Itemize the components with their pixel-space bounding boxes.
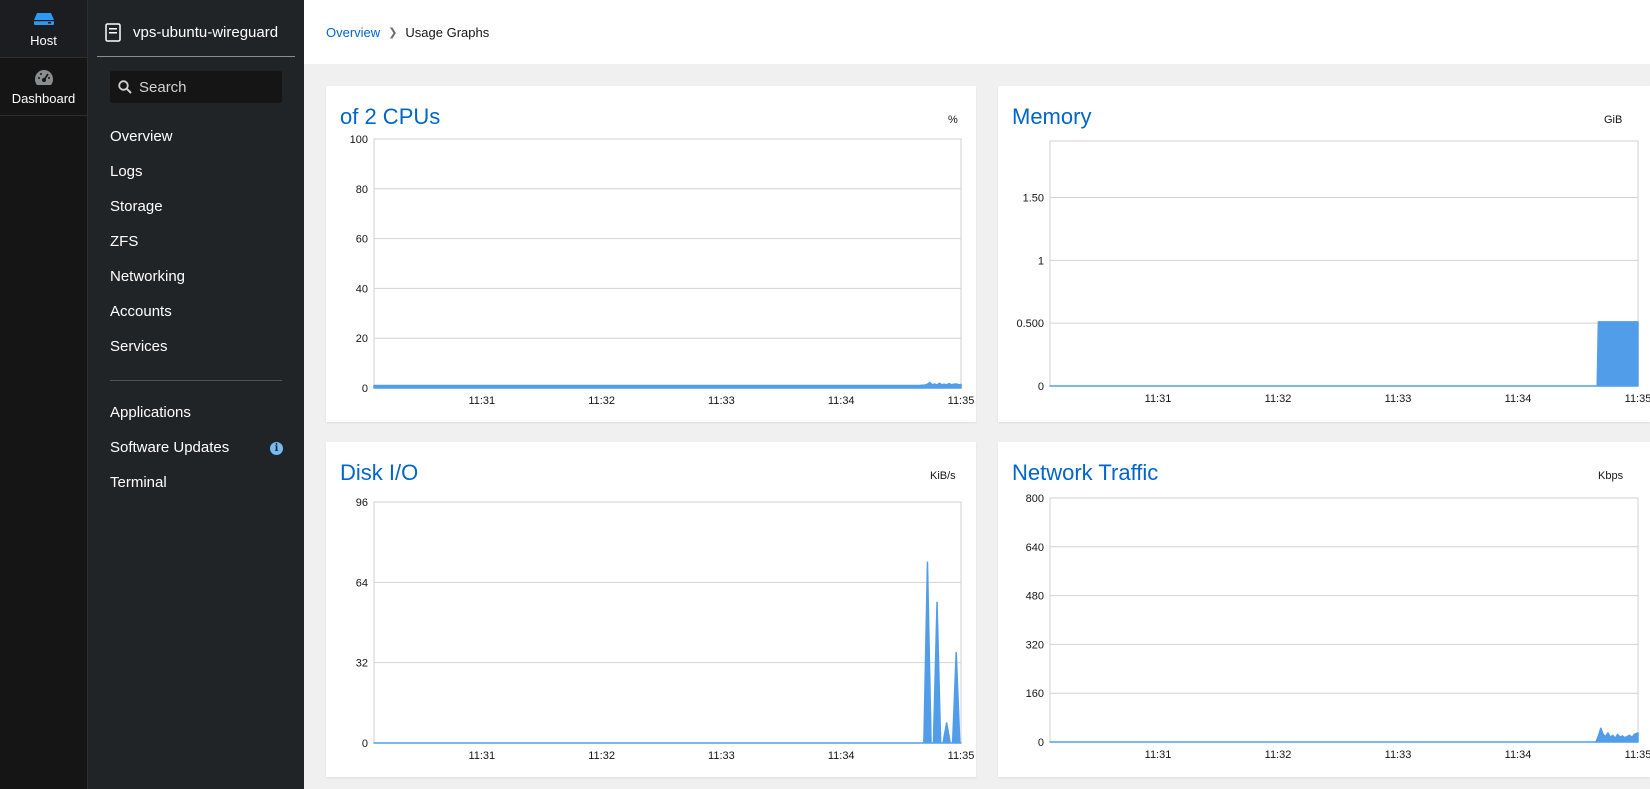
cpu-chart: 0 20 40 60 80 100 11:31 11:32 11:33 11:34 11:35	[350, 134, 975, 407]
x-tick-label: 11:31	[1145, 393, 1172, 405]
host-switcher[interactable]: vps-ubuntu-wireguard	[97, 8, 295, 57]
nav-item-networking[interactable]: Networking	[110, 268, 186, 285]
nav-item-software-updates[interactable]: Software Updates	[110, 439, 230, 456]
search-input[interactable]	[139, 78, 269, 96]
breadcrumb-overview-link[interactable]: Overview	[326, 24, 381, 40]
disk-io-card: Disk I/O KiB/s 0 32 64 96 11:31 11:32 11:33 11:…	[326, 442, 976, 777]
nav-divider	[110, 380, 282, 381]
memory-card: Memory GiB 0 0.500 1 1.50 11:31 11:32 11:33 11:…	[998, 86, 1650, 422]
nav-item-overview[interactable]: Overview	[110, 128, 173, 145]
y-tick-label: 1	[1038, 255, 1044, 267]
chevron-right-icon: ❯	[388, 26, 398, 39]
x-tick-label: 11:33	[1385, 393, 1412, 405]
x-tick-label: 11:31	[1145, 749, 1172, 761]
y-tick-label: 800	[1026, 493, 1044, 505]
cpu-unit: %	[948, 114, 958, 126]
server-icon	[33, 9, 55, 31]
network-traffic-chart: 0 160 320 480 640 800 11:31 11:32 11:33 11:34 11:3…	[1026, 493, 1650, 761]
main-content: Overview ❯ Usage Graphs of 2 CPUs % 0 20 4…	[304, 0, 1650, 789]
series-area	[1049, 321, 1639, 387]
document-icon	[105, 22, 125, 42]
nav-item-zfs[interactable]: ZFS	[110, 233, 139, 250]
network-traffic-unit: Kbps	[1598, 470, 1624, 482]
nav-item-logs[interactable]: Logs	[110, 163, 143, 180]
nav-item-accounts[interactable]: Accounts	[110, 303, 172, 320]
x-tick-label: 11:32	[588, 750, 615, 762]
y-tick-label: 40	[356, 283, 368, 295]
y-tick-label: 64	[356, 577, 368, 589]
x-tick-label: 11:31	[468, 395, 495, 407]
nav-sidebar: vps-ubuntu-wireguard Overview Logs Stora…	[88, 0, 304, 789]
x-tick-label: 11:33	[708, 395, 735, 407]
nav-item-services[interactable]: Services	[110, 338, 168, 355]
y-tick-label: 80	[356, 184, 368, 196]
x-tick-label: 11:31	[468, 750, 495, 762]
host-name: vps-ubuntu-wireguard	[133, 23, 279, 41]
x-tick-label: 11:32	[1265, 749, 1292, 761]
y-tick-label: 480	[1026, 591, 1044, 603]
rail-host[interactable]: Host	[0, 0, 87, 58]
series-area	[1049, 727, 1639, 743]
breadcrumb-current: Usage Graphs	[405, 24, 490, 40]
y-tick-label: 320	[1026, 639, 1044, 651]
x-tick-label: 11:33	[708, 750, 735, 762]
x-tick-label: 11:34	[828, 750, 855, 762]
y-tick-label: 0	[1038, 381, 1044, 393]
plot-frame	[1049, 140, 1639, 387]
plot-frame	[1049, 497, 1639, 743]
dashboard-icon	[34, 67, 54, 89]
x-tick-label: 11:35	[1625, 393, 1650, 405]
nav-item-applications[interactable]: Applications	[110, 404, 191, 421]
y-tick-label: 640	[1026, 542, 1044, 554]
memory-card-title: Memory	[1012, 104, 1092, 129]
x-tick-label: 11:35	[948, 750, 975, 762]
disk-io-chart: 0 32 64 96 11:31 11:32 11:33 11:34 11:35	[356, 497, 975, 762]
y-tick-label: 0	[362, 738, 368, 750]
network-traffic-card: Network Traffic Kbps 0 160 320 480 640 800 11:…	[998, 442, 1650, 777]
x-tick-label: 11:33	[1385, 749, 1412, 761]
y-tick-label: 1.50	[1023, 193, 1044, 205]
x-tick-label: 11:34	[1505, 393, 1532, 405]
nav-item-storage[interactable]: Storage	[110, 198, 163, 215]
breadcrumb: Overview ❯ Usage Graphs	[304, 0, 1650, 64]
plot-frame	[373, 138, 962, 389]
nav-item-terminal[interactable]: Terminal	[110, 474, 167, 491]
x-tick-label: 11:35	[1625, 749, 1650, 761]
rail-dashboard[interactable]: Dashboard	[0, 58, 87, 116]
info-icon: i	[270, 442, 283, 455]
x-tick-label: 11:34	[1505, 749, 1532, 761]
y-tick-label: 0	[1038, 737, 1044, 749]
plot-frame	[373, 501, 962, 744]
rail-dashboard-label: Dashboard	[11, 91, 76, 106]
y-tick-label: 0	[362, 383, 368, 395]
search-box[interactable]	[110, 71, 282, 103]
x-tick-label: 11:32	[1265, 393, 1292, 405]
x-tick-label: 11:35	[948, 395, 975, 407]
y-tick-label: 60	[356, 234, 368, 246]
rail-host-label: Host	[30, 33, 57, 48]
memory-chart: 0 0.500 1 1.50 11:31 11:32 11:33 11:34 11:35	[1016, 140, 1650, 405]
y-tick-label: 20	[356, 333, 368, 345]
y-tick-label: 160	[1026, 688, 1044, 700]
y-tick-label: 96	[356, 497, 368, 509]
x-tick-label: 11:34	[828, 395, 855, 407]
memory-unit: GiB	[1604, 114, 1623, 126]
x-tick-label: 11:32	[588, 395, 615, 407]
series-area	[373, 381, 962, 389]
network-traffic-card-title: Network Traffic	[1012, 460, 1159, 485]
y-tick-label: 0.500	[1016, 318, 1044, 330]
disk-io-unit: KiB/s	[930, 470, 956, 482]
search-icon	[118, 80, 132, 94]
y-tick-label: 32	[356, 658, 368, 670]
cpu-card-title: of 2 CPUs	[340, 104, 441, 129]
y-tick-label: 100	[350, 134, 368, 146]
series-area	[373, 561, 962, 744]
app-rail: Host Dashboard	[0, 0, 88, 789]
cpu-card: of 2 CPUs % 0 20 40 60 80 100 11:31 11:32 11:33 1…	[326, 86, 976, 422]
disk-io-card-title: Disk I/O	[340, 460, 419, 485]
